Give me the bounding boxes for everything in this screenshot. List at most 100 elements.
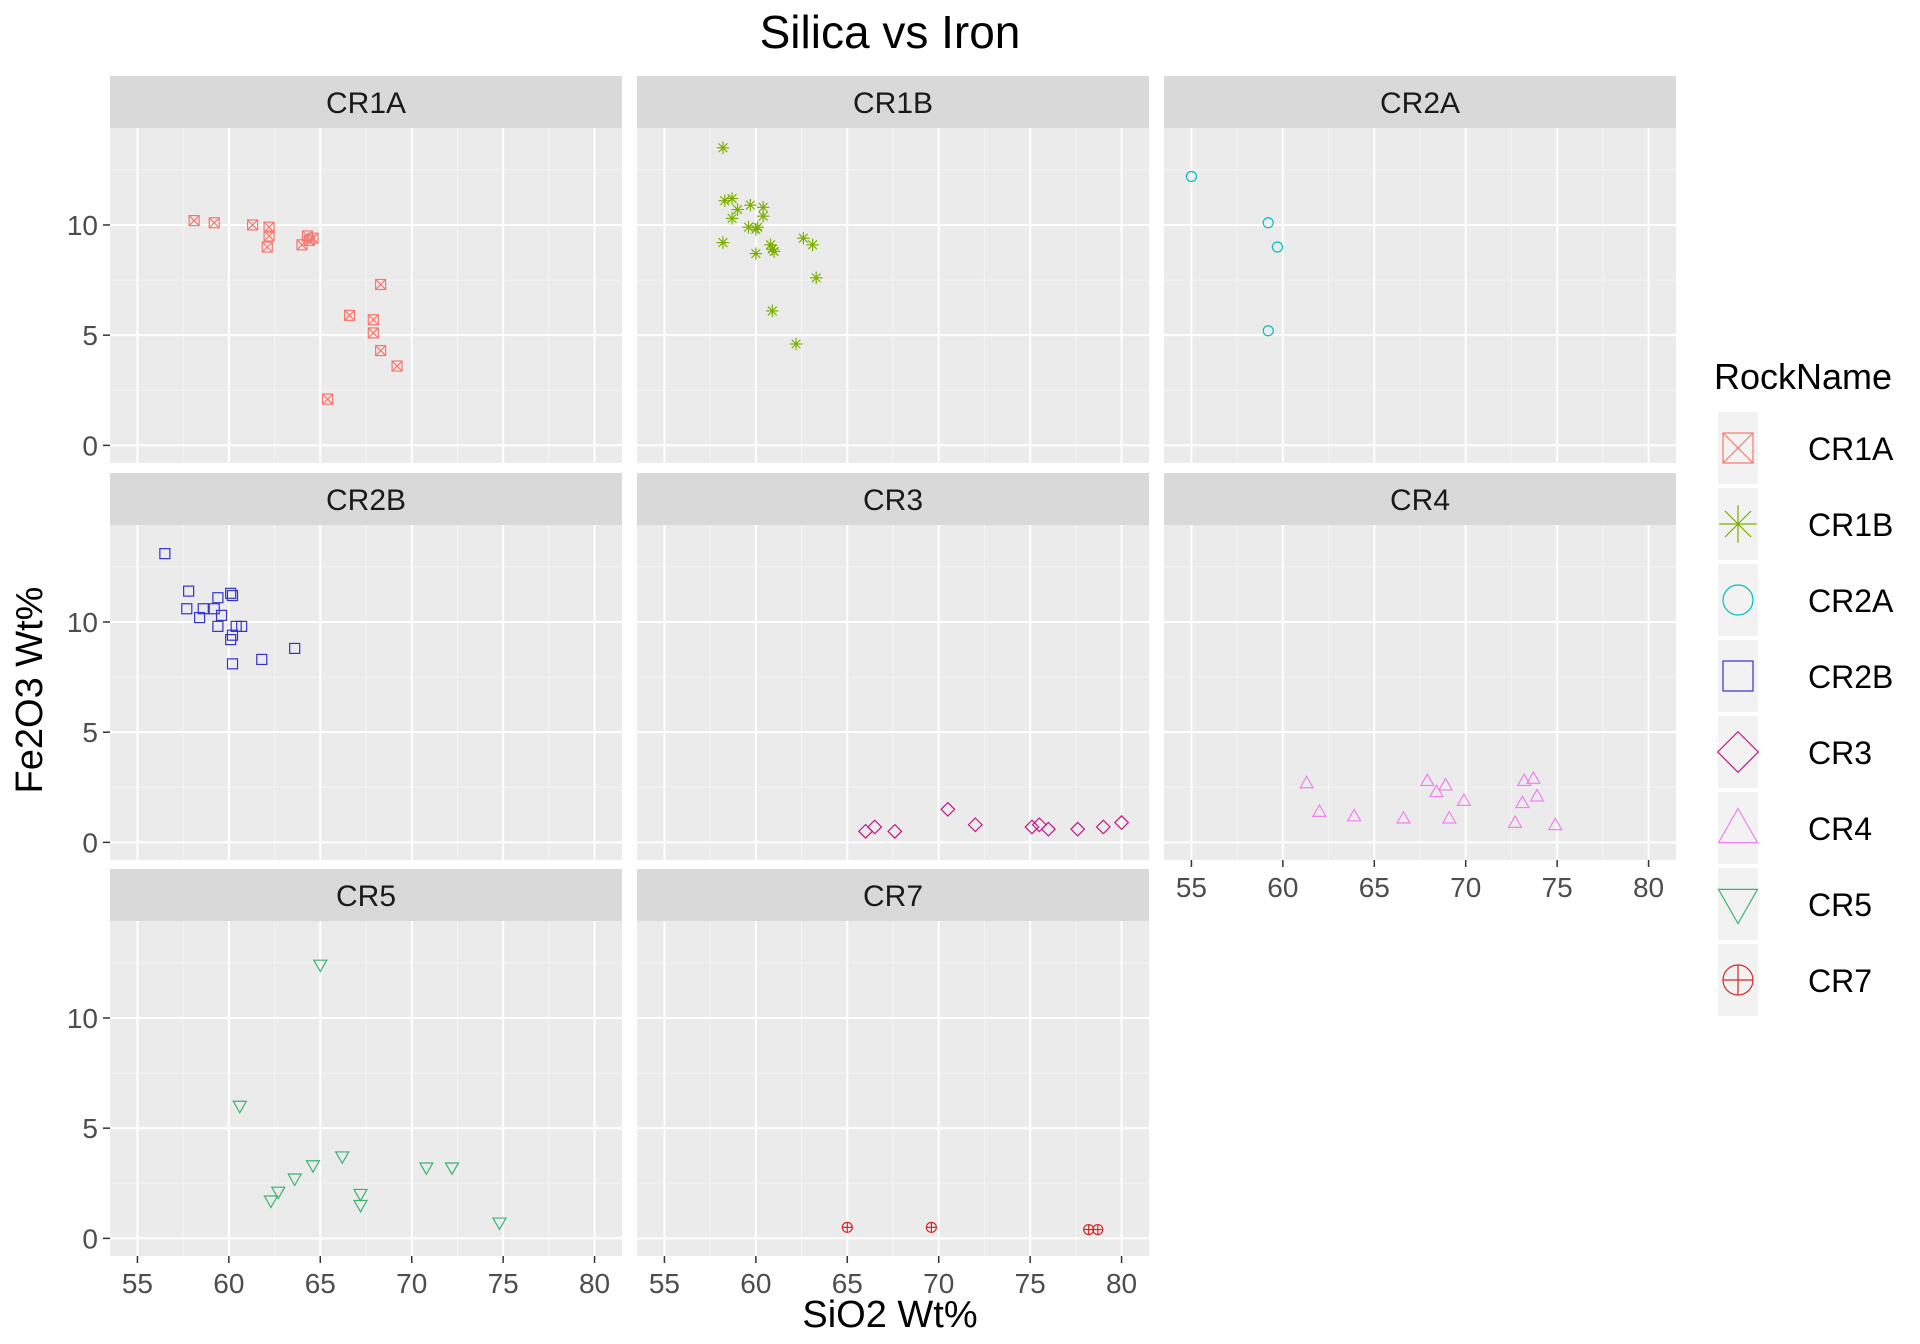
- data-point: [418, 1162, 434, 1176]
- data-point: [181, 603, 193, 615]
- gridlines: [637, 128, 1149, 463]
- data-point: [887, 823, 903, 839]
- data-point: [1311, 803, 1327, 817]
- legend-item-cr7: CR7: [1718, 944, 1872, 1016]
- data-point: [208, 217, 220, 229]
- data-point: [1092, 1223, 1104, 1236]
- data-point: [289, 642, 301, 655]
- data-point: [749, 247, 763, 260]
- legend-key-bg: [1718, 868, 1758, 940]
- data-point: [1547, 817, 1563, 831]
- y-tick-label: 0: [82, 827, 98, 858]
- x-tick-label: 70: [923, 1268, 954, 1299]
- panel-cr1b: CR1B: [637, 76, 1149, 463]
- legend-label: CR1B: [1808, 507, 1893, 543]
- legend-key-bg: [1718, 716, 1758, 788]
- data-point: [287, 1173, 303, 1187]
- data-point: [247, 219, 259, 231]
- strip-bg: [637, 869, 1149, 921]
- data-point: [725, 212, 739, 225]
- data-point: [1396, 810, 1412, 824]
- data-point: [1525, 770, 1541, 784]
- data-point: [841, 1221, 853, 1233]
- gridlines: [110, 128, 622, 463]
- legend-item-cr1a: CR1A: [1718, 412, 1894, 484]
- x-tick-label: 80: [1633, 872, 1664, 903]
- data-point: [1441, 810, 1457, 824]
- data-point: [716, 141, 730, 155]
- legend-key-symbol: [1716, 730, 1760, 774]
- data-points: [159, 548, 301, 670]
- data-point: [925, 1221, 938, 1233]
- data-point: [197, 603, 209, 615]
- data-point: [967, 817, 983, 833]
- data-point: [1185, 170, 1198, 183]
- x-axis-label: SiO2 Wt%: [802, 1294, 977, 1336]
- panel-cr1a: CR1A 0 5 10: [67, 76, 622, 463]
- y-tick-label: 0: [82, 430, 98, 461]
- data-point: [256, 653, 268, 666]
- data-points: [188, 214, 403, 405]
- data-point: [1083, 1223, 1095, 1236]
- data-point: [940, 801, 956, 817]
- data-point: [188, 214, 200, 227]
- strip-bg: [110, 473, 622, 525]
- panel-cr5: CR5 0 5 10 55 60 65 70 75 80: [67, 869, 622, 1299]
- legend-item-cr4: CR4: [1717, 792, 1872, 864]
- data-point: [215, 609, 228, 621]
- data-point: [1346, 808, 1362, 822]
- data-point: [1113, 814, 1130, 831]
- x-tick-label: 65: [832, 1268, 863, 1299]
- legend-label: CR3: [1808, 735, 1872, 771]
- legend-key-symbol: [1722, 432, 1754, 464]
- y-tick-label: 0: [82, 1223, 98, 1254]
- strip-label: CR1A: [326, 87, 406, 120]
- data-point: [716, 236, 730, 249]
- data-point: [375, 344, 387, 357]
- data-point: [263, 1195, 279, 1209]
- gridlines: [1164, 128, 1676, 463]
- data-point: [225, 634, 237, 646]
- strip-label: CR7: [863, 880, 923, 913]
- data-point: [806, 238, 819, 252]
- data-point: [312, 959, 328, 973]
- data-point: [226, 658, 239, 670]
- data-point: [749, 223, 763, 236]
- x-tick-label: 65: [1359, 872, 1390, 903]
- data-point: [159, 548, 171, 560]
- strip-label: CR2B: [326, 484, 406, 517]
- data-points: [232, 959, 508, 1231]
- data-point: [352, 1199, 369, 1214]
- strip-label: CR1B: [853, 87, 933, 120]
- data-point: [1262, 217, 1274, 229]
- legend-key-symbol: [1722, 964, 1754, 996]
- data-point: [367, 314, 379, 326]
- strip-bg: [110, 76, 622, 128]
- y-axis-label: Fe2O3 Wt%: [9, 587, 51, 794]
- y-tick-label: 5: [82, 717, 98, 748]
- data-point: [183, 585, 195, 597]
- data-point: [334, 1151, 350, 1165]
- x-tick-label: 65: [305, 1268, 336, 1299]
- strip-bg: [1164, 76, 1676, 128]
- facet-panels: CR1A 0 5 10 CR1B CR2A CR2B 0 5 10 CR3 CR4 55 60 65 70 75…: [67, 76, 1676, 1299]
- legend-item-cr2b: CR2B: [1718, 640, 1893, 712]
- data-point: [491, 1217, 508, 1231]
- data-point: [766, 304, 779, 318]
- data-point: [789, 337, 803, 351]
- legend-key-bg: [1718, 640, 1758, 712]
- legend-key-bg: [1718, 564, 1758, 636]
- legend-items: CR1A CR1B CR2A CR2B CR3 CR4 CR5 CR7: [1716, 412, 1894, 1016]
- panel-cr3: CR3: [637, 473, 1149, 860]
- data-point: [1456, 792, 1472, 806]
- data-point: [305, 1160, 321, 1174]
- data-point: [756, 209, 770, 223]
- legend-label: CR2B: [1808, 659, 1893, 695]
- data-point: [1031, 817, 1047, 833]
- y-tick-label: 10: [67, 607, 98, 638]
- data-point: [232, 1100, 248, 1114]
- data-point: [303, 234, 315, 247]
- data-point: [744, 198, 757, 212]
- data-point: [225, 587, 237, 599]
- data-point: [263, 230, 275, 242]
